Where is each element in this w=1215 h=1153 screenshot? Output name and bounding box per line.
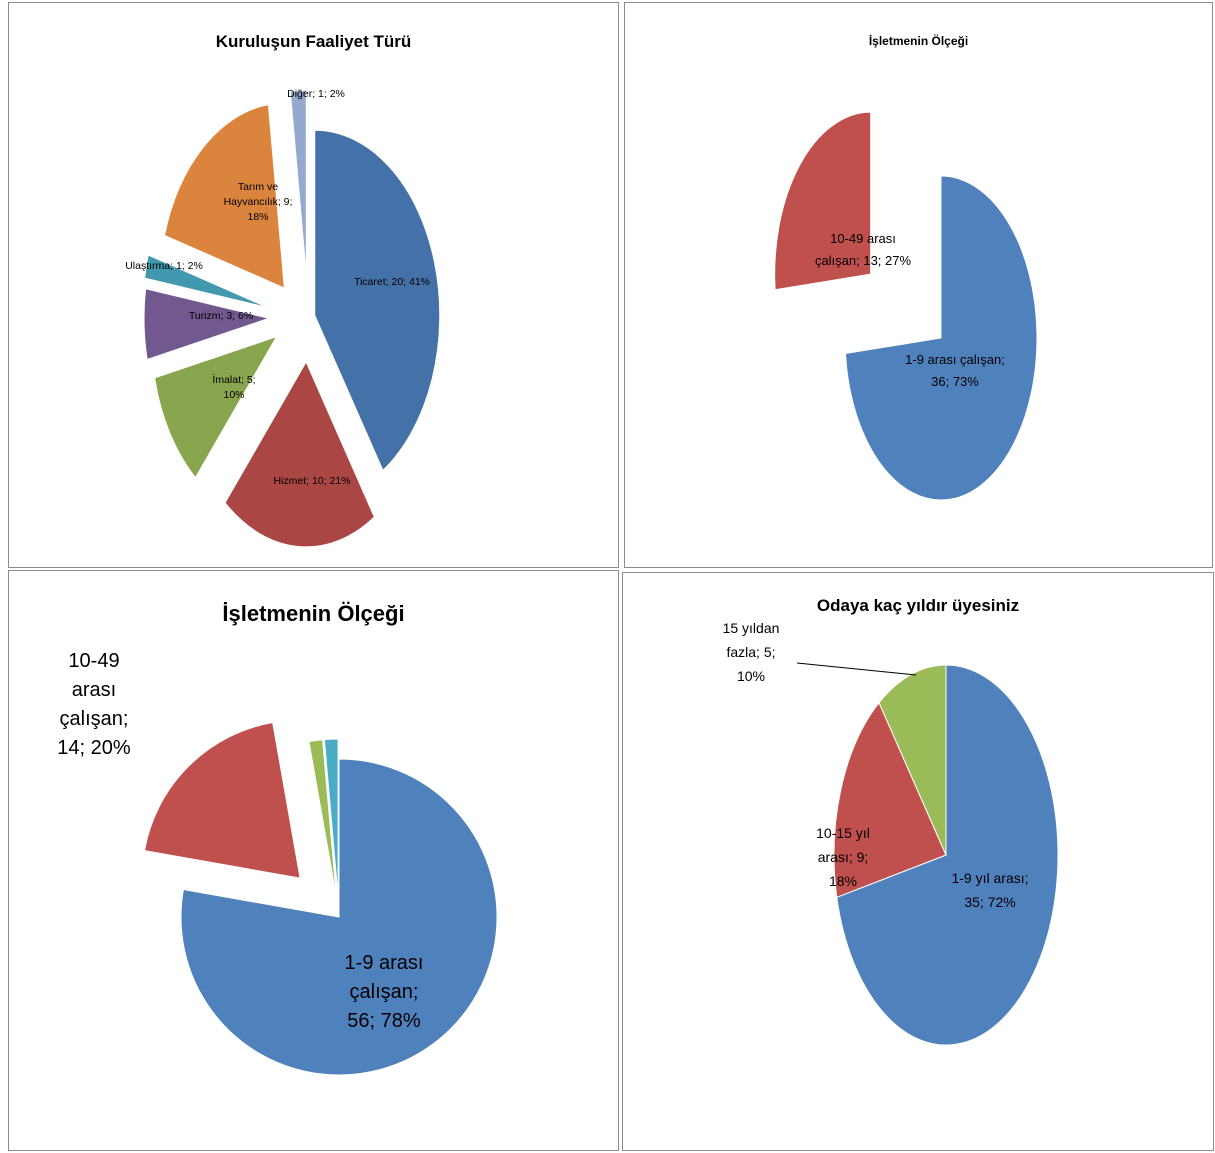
data-label-1-9-aras-al-an: 1-9 arası çalışan; 56; 78% [345,952,424,1032]
chart-title: İşletmenin Ölçeği [869,33,968,48]
data-label-1-9-y-l-aras: 1-9 yıl arası; 35; 72% [951,870,1028,910]
pie-slice-i-malat [154,335,278,479]
pie-slice-di-er [289,89,307,276]
pie-slice-1-9-y-l-aras [836,664,1059,1046]
pie-chart-oda-uyelik-suresi: Odaya kaç yıldır üyesiniz 1-9 yıl arası; 3… [723,596,1059,1046]
chart-panel-isletme-olcegi-2: İşletmenin Ölçeği 1-9 arası çalışan; 56; 78… [8,570,619,1151]
chart-title: Odaya kaç yıldır üyesiniz [817,596,1019,615]
data-label-tar-m-ve-hayvanc-l-k: Tarım ve Hayvancılık; 9; 18% [224,181,293,223]
pie-slice-slice-4 [323,738,339,898]
pie-slice-10-49-aras-al-an [774,111,872,291]
pie-slice-10-49-aras-al-an [143,721,301,879]
chart-title: İşletmenin Ölçeği [222,601,404,626]
data-label-10-15-y-l-aras: 10-15 yıl arası; 9; 18% [816,825,870,889]
pie-chart-isletme-olcegi-1: İşletmenin Ölçeği 1-9 arası çalışan; 36; 7… [774,33,1038,501]
pie-slice-slice-3 [308,739,337,898]
data-label-hizmet: Hizmet; 10; 21% [273,475,350,487]
chart-panel-oda-uyelik-suresi: Odaya kaç yıldır üyesiniz 1-9 yıl arası; 3… [622,572,1214,1151]
label-leader-line [796,662,917,676]
pie-slice-ula-t-rma [144,254,269,309]
data-label-10-49-aras-al-an: 10-49 arası çalışan; 13; 27% [815,231,912,268]
data-label-turizm: Turizm; 3; 6% [189,310,253,322]
data-label-10-49-aras-al-an: 10-49 arası çalışan; 14; 20% [57,650,131,759]
pie-slice-turizm [143,288,271,361]
data-label-1-9-aras-al-an: 1-9 arası çalışan; 36; 73% [905,352,1005,389]
data-label-15-y-ldan-fazla: 15 yıldan fazla; 5; 10% [723,620,780,684]
pie-slice-1-9-aras-al-an [844,175,1038,501]
pie-slice-hizmet [224,360,375,548]
chart-title: Kuruluşun Faaliyet Türü [216,32,412,51]
chart-panel-isletme-olcegi-1: İşletmenin Ölçeği 1-9 arası çalışan; 36; 7… [624,2,1213,568]
pie-chart-isletme-olcegi-2: İşletmenin Ölçeği 1-9 arası çalışan; 56; 78… [57,601,498,1076]
data-label-ula-t-rma: Ulaştırma; 1; 2% [125,260,203,272]
pie-slice-1-9-aras-al-an [180,758,498,1076]
data-label-di-er: Diğer; 1; 2% [287,88,345,100]
pie-slice-ticaret [314,129,441,472]
pie-chart-faaliyet-turu: Kuruluşun Faaliyet Türü Ticaret; 20; 41% H… [125,32,441,548]
pie-slice-tar-m-ve-hayvanc-l-k [163,103,285,289]
pie-slice-10-15-y-l-aras [833,701,947,898]
data-label-i-malat: İmalat; 5; 10% [212,373,255,401]
chart-panel-faaliyet-turu: Kuruluşun Faaliyet Türü Ticaret; 20; 41% H… [8,2,619,568]
data-label-ticaret: Ticaret; 20; 41% [354,276,430,288]
